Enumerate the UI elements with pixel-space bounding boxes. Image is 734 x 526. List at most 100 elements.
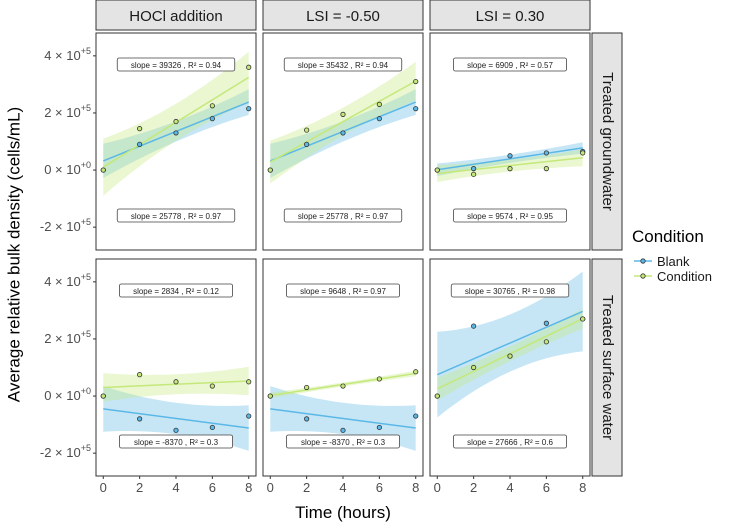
blank-fit-annotation-box bbox=[283, 208, 403, 223]
column-strip: LSI = -0.50 bbox=[262, 0, 424, 31]
column-strip: LSI = 0.30 bbox=[429, 0, 591, 31]
legend-key-point bbox=[640, 258, 646, 264]
column-strip-bg bbox=[95, 0, 257, 31]
blank-data-point bbox=[413, 106, 419, 112]
row-strip-label: Treated surface water bbox=[599, 295, 616, 440]
blank-fit-line bbox=[270, 408, 416, 429]
condition-fit-annotation-box bbox=[119, 283, 233, 298]
blank-fit-line bbox=[437, 147, 583, 171]
blank-fit-annotation: slope = 25778 , R² = 0.97 bbox=[283, 208, 403, 223]
row-strip-bg bbox=[591, 32, 623, 251]
condition-data-point bbox=[507, 353, 513, 359]
blank-fit-line bbox=[436, 310, 584, 376]
blank-data-point bbox=[340, 130, 346, 136]
blank-fit-annotation-text: slope = -8370 , R² = 0.3 bbox=[301, 438, 386, 447]
column-strip-label: LSI = 0.30 bbox=[476, 8, 545, 25]
facet-panel: slope = 9648 , R² = 0.97 slope = -8370 , … bbox=[262, 258, 424, 477]
legend-title: Condition bbox=[632, 227, 704, 246]
condition-data-point bbox=[543, 166, 549, 172]
condition-fit-annotation-text: slope = 39326 , R² = 0.94 bbox=[131, 61, 222, 70]
blank-fit-annotation-box bbox=[452, 208, 567, 223]
condition-fit-annotation-text: slope = 2834 , R² = 0.12 bbox=[133, 287, 219, 296]
blank-fit-annotation: slope = 27666 , R² = 0.6 bbox=[452, 434, 567, 449]
facet-panel: slope = 6909 , R² = 0.57 slope = 9574 , R… bbox=[429, 32, 591, 251]
blank-fit-annotation-box bbox=[119, 434, 233, 449]
x-tick-label: 6 bbox=[209, 480, 216, 495]
condition-fit-annotation-box bbox=[285, 283, 400, 298]
condition-data-point bbox=[434, 393, 440, 399]
condition-data-point bbox=[209, 383, 215, 389]
row-strip: Treated surface water bbox=[591, 258, 623, 477]
blank-data-point bbox=[543, 150, 549, 156]
x-tick-label: 0 bbox=[100, 480, 107, 495]
blank-fit-annotation: slope = 25778 , R² = 0.97 bbox=[116, 208, 236, 223]
condition-fit-annotation-text: slope = 6909 , R² = 0.57 bbox=[467, 61, 553, 70]
column-strip-bg bbox=[429, 0, 591, 31]
blank-data-point bbox=[173, 130, 179, 136]
x-axis-title: Time (hours) bbox=[295, 503, 391, 522]
blank-fit-annotation-text: slope = 9574 , R² = 0.95 bbox=[467, 212, 553, 221]
condition-fit-annotation-box bbox=[452, 57, 567, 72]
x-tick-label: 4 bbox=[172, 480, 179, 495]
blank-data-point bbox=[413, 413, 419, 419]
x-tick-label: 2 bbox=[470, 480, 477, 495]
x-tick-label: 8 bbox=[579, 480, 586, 495]
condition-data-point bbox=[413, 78, 419, 85]
x-tick-label: 2 bbox=[303, 480, 310, 495]
x-tick-label: 0 bbox=[267, 480, 274, 495]
blank-data-point bbox=[173, 427, 179, 433]
condition-fit-annotation: slope = 2834 , R² = 0.12 bbox=[119, 283, 233, 298]
facet-panel: slope = 35432 , R² = 0.94 slope = 25778 ,… bbox=[262, 32, 424, 251]
legend-label: Blank bbox=[657, 254, 690, 269]
condition-data-point bbox=[340, 383, 346, 389]
condition-fit-annotation: slope = 6909 , R² = 0.57 bbox=[452, 57, 567, 72]
blank-fit-annotation: slope = -8370 , R² = 0.3 bbox=[285, 434, 400, 449]
blank-fit-annotation-text: slope = 25778 , R² = 0.97 bbox=[298, 212, 389, 221]
blank-data-point bbox=[471, 323, 477, 329]
condition-data-point bbox=[471, 364, 477, 371]
column-strip-label: LSI = -0.50 bbox=[306, 8, 380, 25]
blank-data-point bbox=[507, 153, 513, 159]
condition-data-point bbox=[246, 379, 252, 385]
y-tick-label: 4 × 10+5 bbox=[44, 272, 91, 289]
blank-data-point bbox=[304, 141, 310, 147]
blank-data-point bbox=[246, 413, 252, 419]
condition-fit-annotation-box bbox=[283, 57, 403, 72]
condition-fit-annotation-text: slope = 30765 , R² = 0.98 bbox=[465, 287, 556, 296]
x-tick-label: 2 bbox=[136, 480, 143, 495]
condition-fit-annotation-box bbox=[450, 283, 570, 298]
row-strip-label: Treated groundwater bbox=[599, 72, 616, 211]
blank-fit-annotation: slope = -8370 , R² = 0.3 bbox=[119, 434, 233, 449]
blank-fit-annotation-text: slope = 25778 , R² = 0.97 bbox=[131, 212, 222, 221]
condition-fit-annotation: slope = 35432 , R² = 0.94 bbox=[283, 57, 403, 72]
condition-data-point bbox=[100, 393, 106, 399]
blank-data-point bbox=[137, 141, 143, 147]
row-strip-bg bbox=[591, 258, 623, 477]
condition-data-point bbox=[413, 369, 419, 375]
blank-data-point bbox=[209, 424, 215, 431]
blank-data-point bbox=[137, 416, 143, 422]
blank-data-point bbox=[376, 116, 382, 122]
condition-data-point bbox=[471, 171, 477, 177]
blank-fit-line bbox=[103, 408, 249, 429]
blank-fit-annotation-text: slope = 27666 , R² = 0.6 bbox=[467, 438, 553, 447]
condition-data-point bbox=[376, 101, 382, 107]
facet-panel: slope = 30765 , R² = 0.98 slope = 27666 ,… bbox=[429, 258, 591, 477]
blank-data-point bbox=[304, 416, 310, 422]
condition-fit-annotation-text: slope = 35432 , R² = 0.94 bbox=[298, 61, 389, 70]
y-tick-label: -2 × 10+5 bbox=[40, 217, 91, 234]
blank-data-point bbox=[209, 116, 215, 122]
blank-data-point bbox=[376, 424, 382, 431]
condition-data-point bbox=[173, 379, 179, 385]
blank-fit-annotation-text: slope = -8370 , R² = 0.3 bbox=[134, 438, 219, 447]
blank-data-point bbox=[471, 166, 477, 172]
condition-data-point bbox=[246, 64, 252, 70]
y-tick-label: 0 × 10+0 bbox=[44, 160, 91, 177]
condition-data-point bbox=[580, 316, 586, 322]
condition-data-point bbox=[507, 166, 513, 172]
column-strip-bg bbox=[262, 0, 424, 31]
facet-panel: slope = 2834 , R² = 0.12 slope = -8370 , … bbox=[95, 258, 257, 477]
y-tick-label: 2 × 10+5 bbox=[44, 103, 91, 120]
blank-data-point bbox=[543, 320, 549, 326]
